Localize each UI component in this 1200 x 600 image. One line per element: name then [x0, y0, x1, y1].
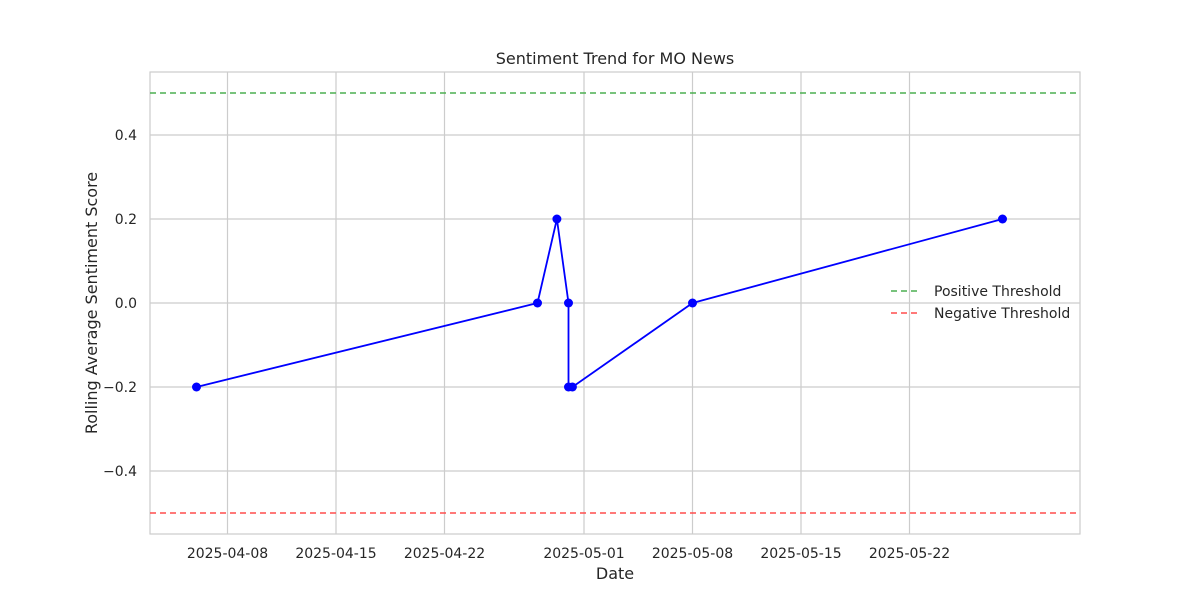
x-tick-label: 2025-05-08 [652, 546, 733, 562]
x-tick-label: 2025-05-22 [869, 546, 950, 562]
data-point [688, 298, 697, 308]
data-point [564, 298, 573, 308]
x-tick-labels: 2025-04-08 2025-04-15 2025-04-22 2025-05-01… [187, 546, 950, 562]
y-axis-title: Rolling Average Sentiment Score [82, 172, 101, 434]
data-point [192, 382, 201, 392]
legend-positive-label: Positive Threshold [934, 284, 1061, 300]
data-point [533, 298, 542, 308]
y-tick-label: −0.2 [103, 380, 137, 396]
x-tick-label: 2025-04-22 [404, 546, 485, 562]
series-layer [192, 214, 1007, 392]
x-axis-title: Date [596, 564, 634, 583]
legend-negative-label: Negative Threshold [934, 306, 1070, 322]
x-tick-label: 2025-04-15 [295, 546, 376, 562]
chart-title: Sentiment Trend for MO News [496, 49, 734, 68]
grid-lines [150, 72, 1080, 534]
y-tick-labels: −0.4 −0.2 0.0 0.2 0.4 [103, 128, 137, 480]
data-point [998, 214, 1007, 224]
y-tick-label: 0.0 [115, 296, 137, 312]
y-tick-label: −0.4 [103, 464, 137, 480]
data-point [552, 214, 562, 224]
y-tick-label: 0.4 [115, 128, 137, 144]
legend: Positive Threshold Negative Threshold [891, 284, 1070, 322]
y-tick-label: 0.2 [115, 212, 137, 228]
data-point [567, 382, 577, 392]
x-tick-label: 2025-04-08 [187, 546, 268, 562]
threshold-lines [150, 92, 1080, 514]
x-tick-label: 2025-05-15 [760, 546, 841, 562]
x-tick-label: 2025-05-01 [543, 546, 624, 562]
series-line [196, 218, 1003, 388]
